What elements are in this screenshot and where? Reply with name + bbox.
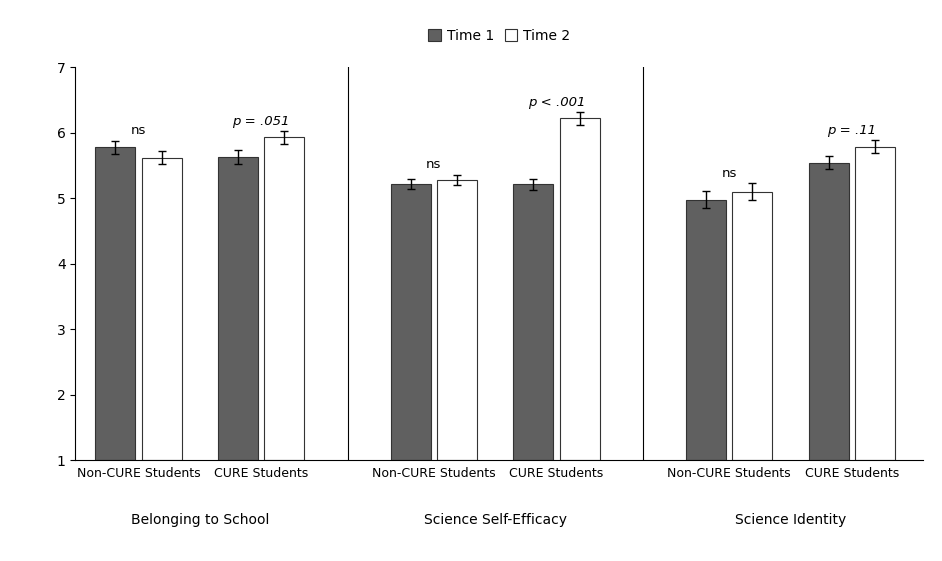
Legend: Time 1, Time 2: Time 1, Time 2 <box>423 23 576 48</box>
Bar <box>855 146 895 460</box>
Bar <box>809 163 849 460</box>
Bar <box>218 157 258 460</box>
Text: p = .11: p = .11 <box>827 123 876 137</box>
Text: p < .001: p < .001 <box>528 95 585 109</box>
Text: ns: ns <box>426 158 442 172</box>
Text: ns: ns <box>131 125 146 137</box>
Text: p = .051: p = .051 <box>233 114 290 127</box>
Bar <box>733 192 772 460</box>
Bar <box>141 158 182 460</box>
Bar <box>391 184 430 460</box>
Text: Science Self-Efficacy: Science Self-Efficacy <box>424 513 567 527</box>
Text: Science Identity: Science Identity <box>735 513 846 527</box>
Bar <box>95 147 136 460</box>
Bar <box>265 137 304 460</box>
Text: ns: ns <box>722 167 737 180</box>
Bar <box>513 185 554 460</box>
Bar <box>437 180 477 460</box>
Text: Belonging to School: Belonging to School <box>131 513 269 527</box>
Bar <box>686 200 726 460</box>
Bar <box>560 118 600 460</box>
